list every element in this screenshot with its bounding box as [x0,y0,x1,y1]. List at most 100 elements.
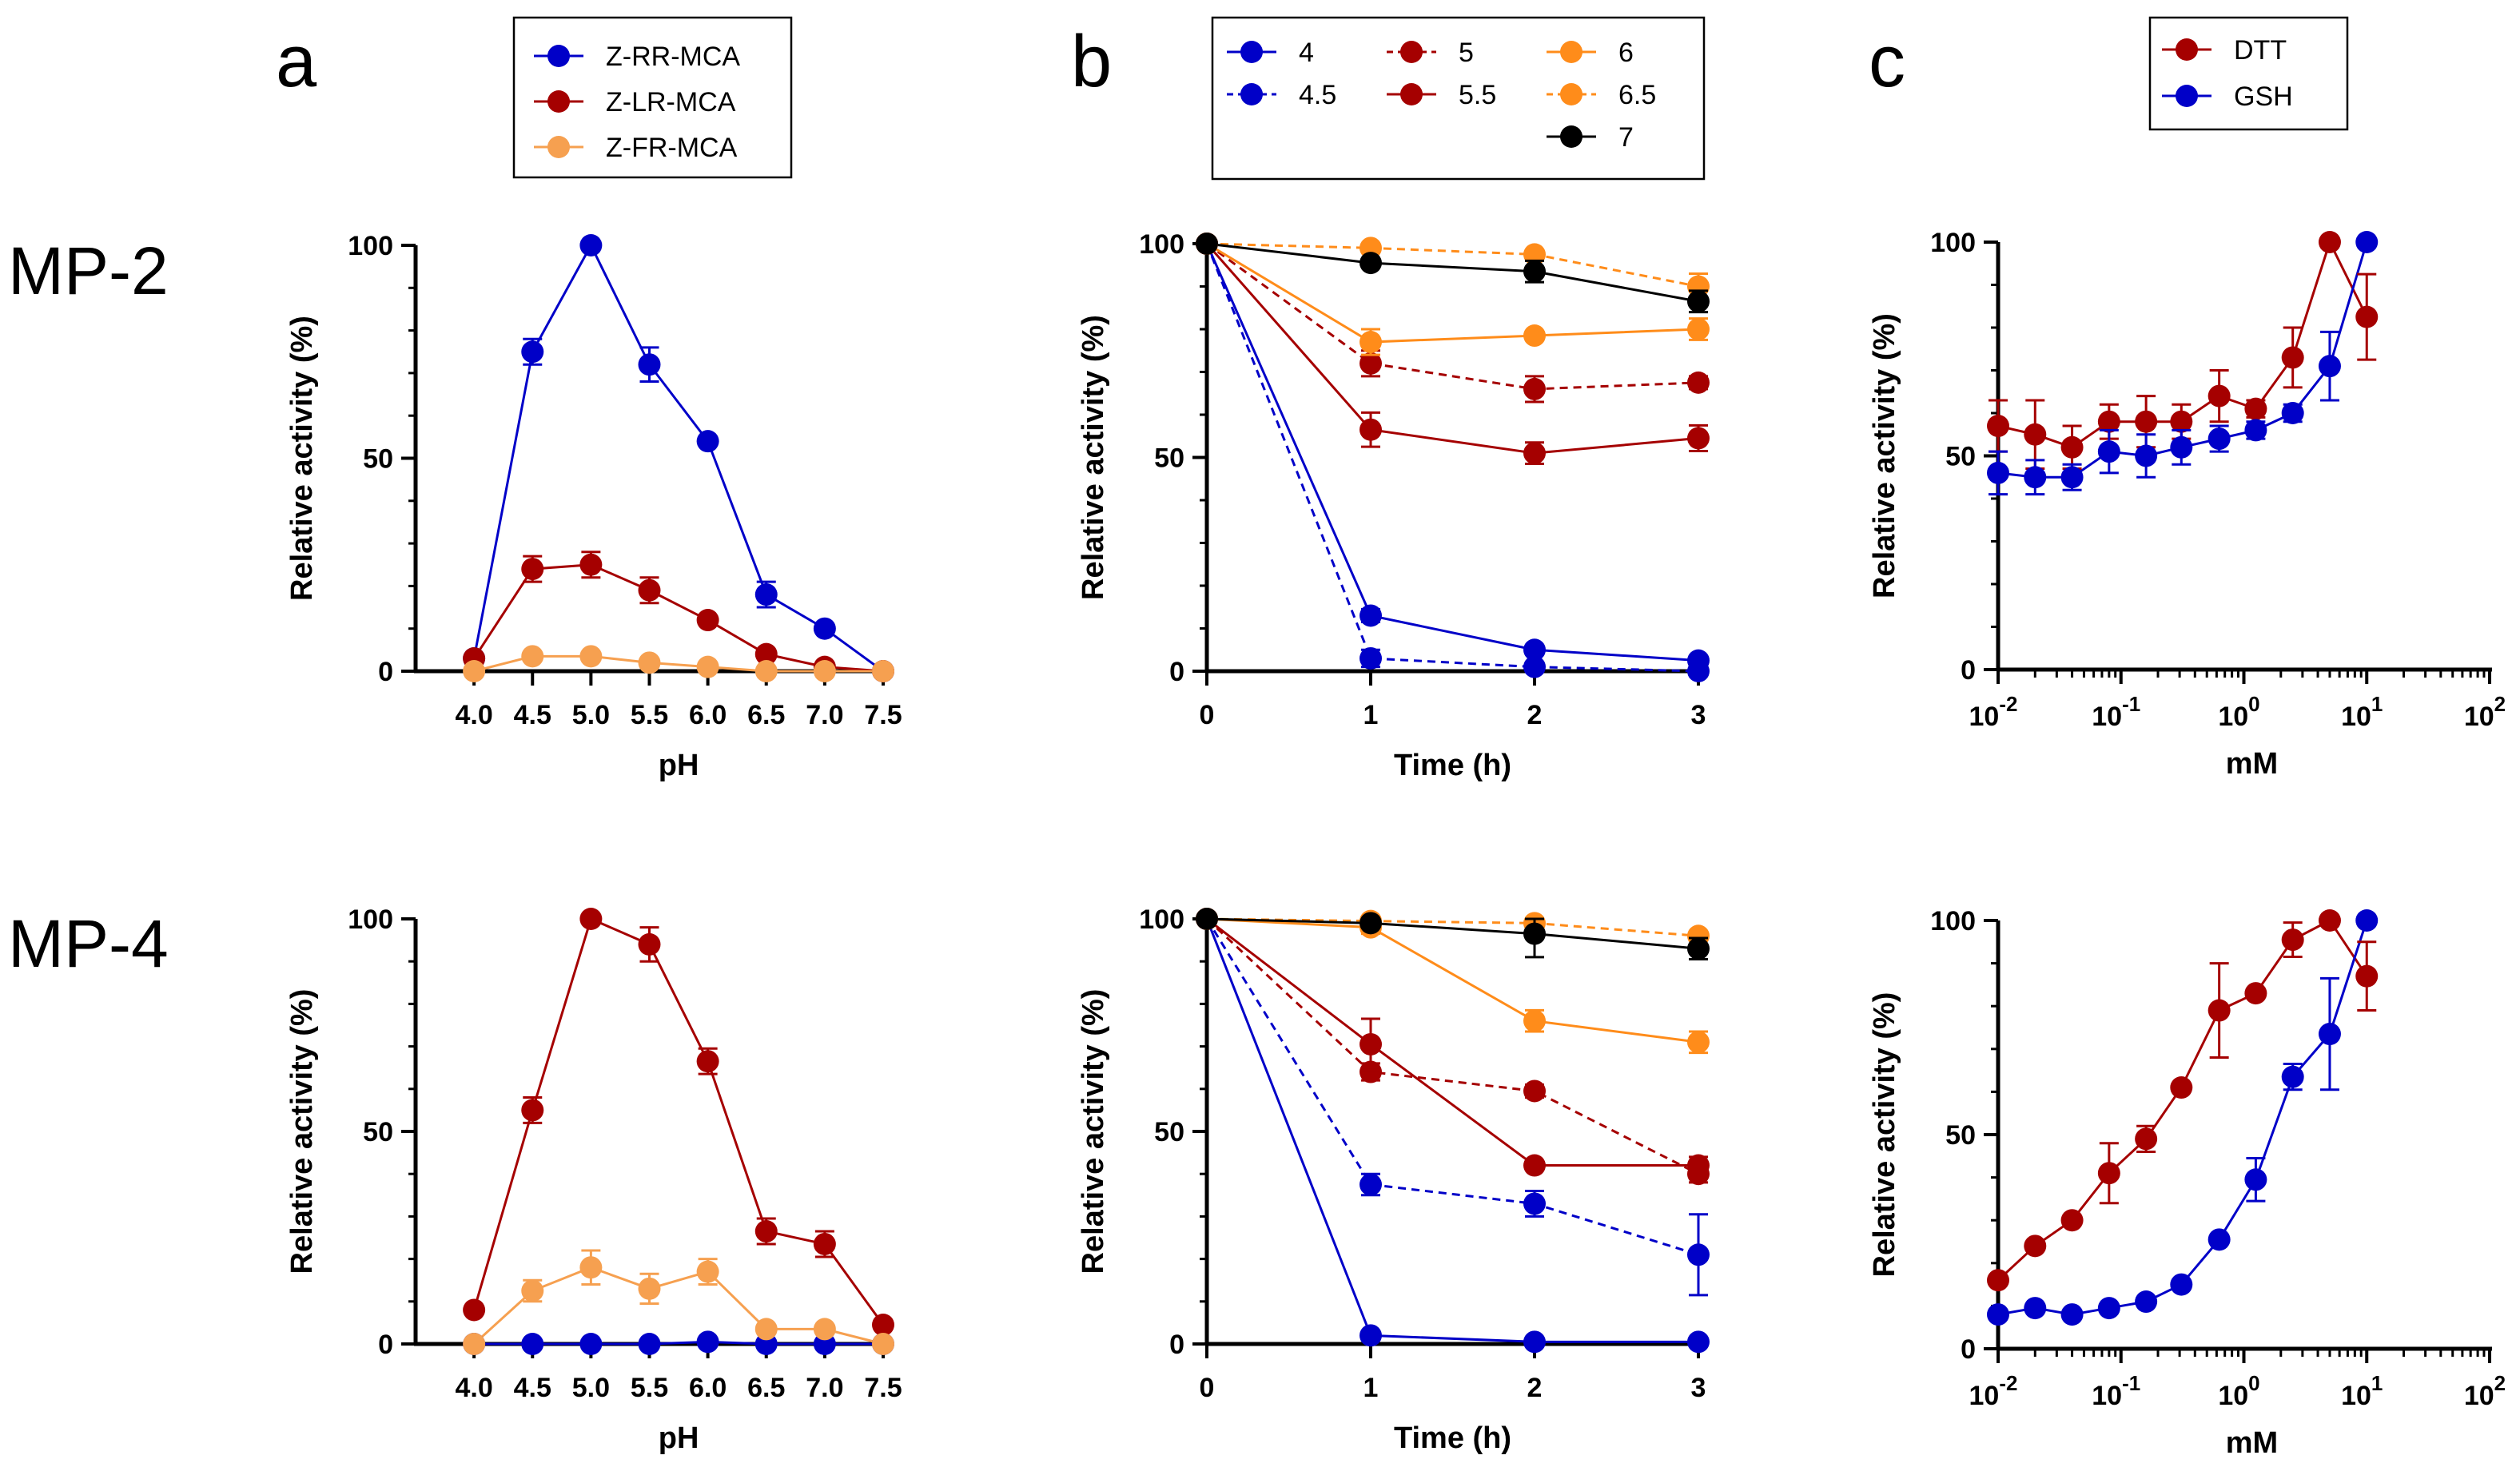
data-point-4 [1523,638,1546,662]
x-tick-label: 5.0 [572,700,610,730]
data-point-Z-LR-MCA [696,1050,719,1073]
data-point-5.5 [1687,427,1710,450]
x-tick-label: 3 [1691,1373,1706,1403]
legend-marker-Z-RR-MCA [547,45,570,67]
data-point-GSH [2135,444,2158,467]
legend-label-GSH: GSH [2234,82,2293,112]
legend-label-6: 6 [1618,38,1634,68]
panel-label-a: a [276,21,317,102]
legend-marker-7 [1560,125,1582,148]
data-point-Z-RR-MCA [754,583,778,606]
legend-marker-5.5 [1400,83,1423,105]
data-point-Z-LR-MCA [521,558,544,581]
data-point-GSH [2135,1290,2158,1314]
data-point-GSH [2318,1023,2341,1046]
data-point-GSH [2207,1228,2231,1251]
x-tick-label: 5.5 [631,700,668,730]
x-tick-label: 1 [1364,1373,1379,1403]
data-point-Z-LR-MCA [638,578,661,602]
data-point-DTT [2355,305,2379,328]
series-line-5 [1206,242,1699,391]
y-tick-label: 0 [378,1330,393,1360]
legend-label-6.5: 6.5 [1618,80,1656,110]
x-tick-label: 6.0 [689,1373,727,1403]
x-tick-label: 101 [2341,692,2383,732]
data-point-5 [1687,371,1710,394]
data-point-DTT [2318,231,2341,253]
series-line-5.5 [1206,917,1698,1167]
data-point-GSH [2060,1303,2084,1326]
data-point-6 [1523,324,1546,348]
data-point-DTT [1987,415,2009,438]
row-label-mp2: MP-2 [8,233,169,308]
legend-label-5: 5 [1459,38,1474,68]
data-point-Z-RR-MCA [521,1333,544,1355]
data-point-4.5 [1687,660,1710,682]
data-point-Z-LR-MCA [754,642,778,666]
series-line-6 [1206,917,1699,1044]
x-tick-label: 7.5 [864,1373,902,1403]
legend-marker-6.5 [1560,83,1582,105]
x-tick-label: 10-2 [1969,692,2018,732]
data-point-4.5 [1523,1192,1546,1215]
y-axis-title: Relative activity (%) [1868,313,1901,598]
data-point-DTT [2024,423,2047,446]
data-point-7 [1360,912,1382,935]
data-point-4 [1687,1330,1710,1354]
data-point-Z-LR-MCA [521,1099,544,1122]
chart-MP4-a: 0 50 100 4.0 4.5 5.0 5.5 6.0 6.5 7.0 7.5 pH Relative… [285,904,902,1455]
data-point-GSH [1987,1303,2009,1326]
legend-label-Z-RR-MCA: Z-RR-MCA [606,42,740,72]
data-point-GSH [2024,1297,2047,1320]
x-tick-label: 3 [1691,700,1706,730]
data-point-DTT [2207,384,2231,408]
series-line-5 [1205,917,1699,1175]
data-point-Z-FR-MCA [696,1260,719,1283]
data-point-Z-FR-MCA [872,660,894,682]
legend-marker-DTT [2176,38,2198,61]
x-tick-label: 100 [2218,692,2259,732]
data-point-DTT [1987,1269,2009,1292]
data-point-5.5 [1523,442,1546,465]
x-tick-label-base: 10 [2218,702,2248,732]
data-point-7 [1196,233,1218,255]
data-point-GSH [2281,402,2304,424]
x-tick-label-base: 10 [2218,1381,2248,1411]
series-line-6 [1206,242,1699,344]
legend-marker-Z-FR-MCA [547,136,570,158]
data-point-Z-FR-MCA [754,1318,778,1341]
x-axis-title: Time (h) [1394,749,1511,782]
data-point-Z-LR-MCA [579,908,603,930]
legend-a: Z-RR-MCA Z-LR-MCA Z-FR-MCA [512,16,793,179]
x-tick-label: 102 [2464,1371,2506,1411]
y-tick-label: 50 [1154,443,1184,474]
data-point-4.5 [1523,655,1546,678]
row-label-mp4: MP-4 [8,906,169,981]
y-tick-label: 0 [1169,1330,1184,1360]
data-point-DTT [2097,410,2120,433]
legend-label-4: 4 [1299,38,1314,68]
series-line-5.5 [1205,243,1699,455]
x-tick-label-exp: -1 [2122,1371,2140,1395]
data-point-Z-RR-MCA [521,340,544,364]
data-point-4.5 [1360,1173,1382,1196]
x-tick-label: 5.5 [631,1373,668,1403]
y-axis-title: Relative activity (%) [1868,992,1901,1278]
y-tick-label: 100 [1930,228,1976,258]
x-tick-label-exp: 0 [2248,692,2259,716]
data-point-5.5 [1360,418,1382,441]
x-axis-title: pH [659,749,699,782]
data-point-5 [1523,1079,1546,1103]
data-point-Z-LR-MCA [579,553,603,576]
series-line-7 [1206,917,1699,950]
legend-marker-4.5 [1240,83,1263,105]
data-point-6 [1687,1031,1710,1054]
y-axis-title: Relative activity (%) [1077,989,1110,1274]
data-point-DTT [2318,909,2341,932]
data-point-Z-FR-MCA [521,645,544,668]
y-tick-label: 100 [1139,904,1184,935]
data-point-5.5 [1360,1032,1382,1056]
data-point-4 [1360,604,1382,627]
